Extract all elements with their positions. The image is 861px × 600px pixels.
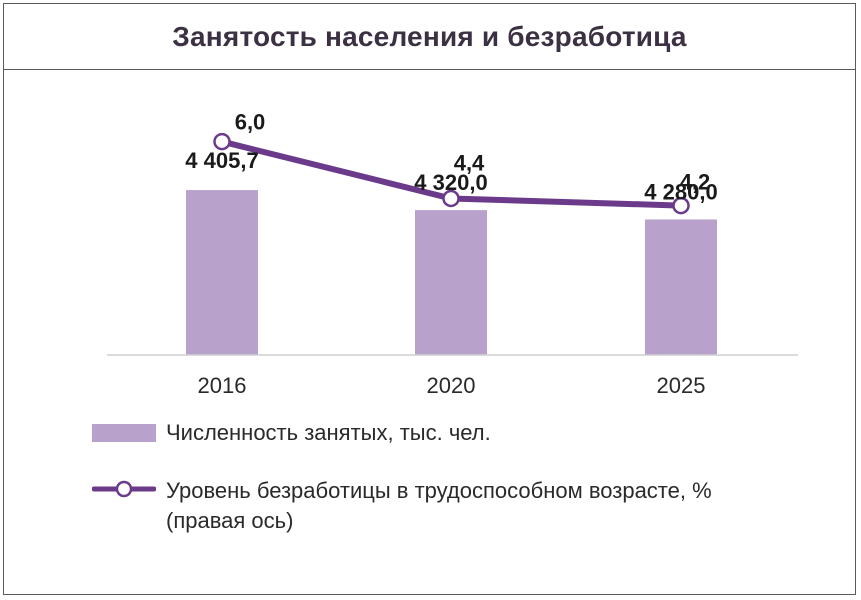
bar-value-label: 4 320,0 [414, 170, 487, 195]
line-layer [213, 132, 690, 215]
legend-label-line: Уровень безработицы в трудоспособном воз… [166, 478, 712, 503]
legend-label-line-suffix: (правая ось) [166, 508, 294, 533]
legend-item-bars: Численность занятых, тыс. чел. [92, 418, 822, 448]
line-value-label: 4,4 [454, 150, 485, 175]
x-tick-label: 2020 [427, 373, 476, 398]
line-value-label: 6,0 [235, 110, 266, 135]
line-value-label: 4,2 [680, 170, 711, 195]
legend-item-line: Уровень безработицы в трудоспособном воз… [92, 476, 822, 536]
bar-2025 [645, 219, 717, 355]
x-tick-label: 2025 [657, 373, 706, 398]
line-point-2016 [213, 132, 231, 151]
bars-layer [186, 190, 717, 355]
bar-2016 [186, 190, 258, 355]
chart-title: Занятость населения и безработица [172, 20, 687, 52]
legend-line-swatch [92, 480, 156, 498]
line-point-2025 [672, 196, 690, 215]
legend-bar-swatch [92, 424, 156, 442]
legend-label-bars: Численность занятых, тыс. чел. [166, 420, 491, 445]
line-point-2020 [442, 189, 460, 208]
chart-legend: Численность занятых, тыс. чел. Уровень б… [92, 418, 822, 564]
labels-layer: 2016 2020 2025 4 405,7 4 320,0 4 280,0 6,0 4,4 4… [185, 110, 717, 398]
bar-2020 [415, 210, 487, 355]
x-tick-label: 2016 [198, 373, 247, 398]
title-bar: Занятость населения и безработица [4, 4, 855, 70]
bar-value-label: 4 405,7 [185, 148, 258, 173]
legend-line-marker [115, 480, 133, 498]
bar-value-label: 4 280,0 [644, 179, 717, 204]
